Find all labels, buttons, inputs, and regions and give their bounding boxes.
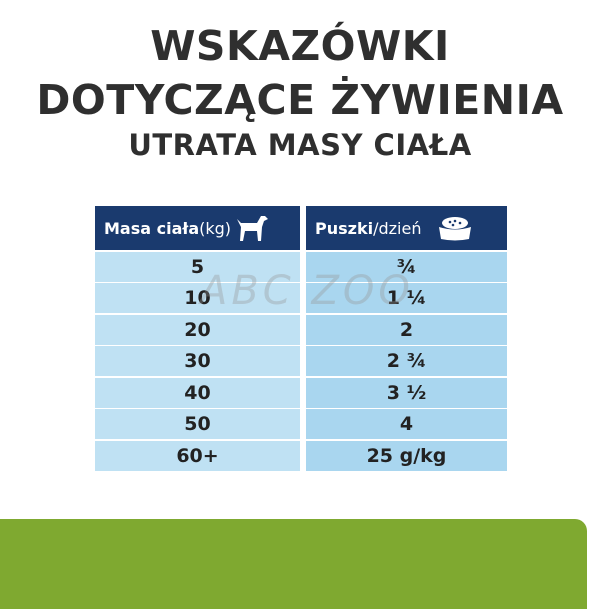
weight-header: Masa ciała (kg) — [95, 206, 300, 250]
table-row: 25 g/kg — [306, 440, 507, 471]
table-row: 30 — [95, 346, 300, 376]
dog-icon — [237, 216, 269, 241]
portion-header-label: Puszki — [315, 218, 374, 238]
portion-column: Puszki/dzień ¾ 1 ¼ 2 2 ¾ 3 ½ 4 25 g/kg — [306, 206, 507, 471]
table-row: 2 — [306, 314, 507, 345]
food-bowl-icon — [439, 217, 472, 241]
table-row: ¾ — [306, 251, 507, 282]
table-row: 60+ — [95, 440, 300, 471]
table-row: 3 ½ — [306, 377, 507, 408]
green-banner — [0, 519, 587, 609]
table-row: 40 — [95, 377, 300, 408]
table-row: 2 ¾ — [306, 346, 507, 376]
watermark: ABC ZOO — [200, 268, 414, 314]
table-row: 10 — [95, 283, 300, 313]
weight-unit: (kg) — [199, 218, 232, 238]
weight-column: Masa ciała (kg) 5 10 20 30 40 50 60+ — [95, 206, 300, 471]
subtitle: UTRATA MASY CIAŁA — [128, 128, 472, 162]
title-line-2: DOTYCZĄCE ŻYWIENIA — [36, 76, 564, 124]
table-row: 20 — [95, 314, 300, 345]
portion-unit: /dzień — [373, 218, 422, 238]
title-line-1: WSKAZÓWKI — [150, 22, 450, 70]
table-row: 5 — [95, 251, 300, 282]
portion-header: Puszki/dzień — [306, 206, 507, 250]
table-row: 50 — [95, 409, 300, 439]
table-row: 1 ¼ — [306, 283, 507, 313]
weight-header-label: Masa ciała — [104, 218, 200, 238]
table-row: 4 — [306, 409, 507, 439]
